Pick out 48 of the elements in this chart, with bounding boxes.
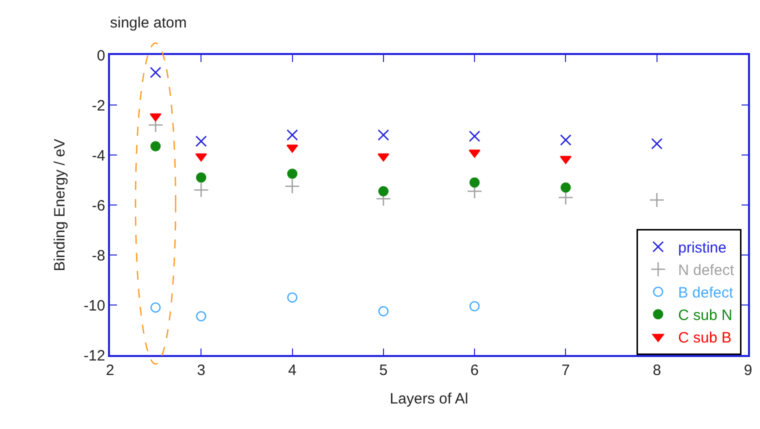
point xyxy=(286,129,298,141)
point xyxy=(150,141,161,152)
x-tick-label: 2 xyxy=(106,362,114,379)
point xyxy=(195,136,207,147)
point xyxy=(378,306,389,316)
x-tick-label: 3 xyxy=(196,362,206,379)
y-tick-label: -8 xyxy=(92,247,106,264)
y-tick-label: -12 xyxy=(84,347,106,364)
chart-title: single atom xyxy=(110,14,187,32)
point xyxy=(651,138,663,150)
point xyxy=(150,113,162,122)
point xyxy=(468,130,480,142)
legend-label: C sub N xyxy=(678,307,732,324)
point xyxy=(193,182,209,198)
point xyxy=(560,182,571,193)
point xyxy=(287,168,298,179)
point xyxy=(469,177,480,188)
y-tick-label: 0 xyxy=(96,47,106,64)
point xyxy=(378,153,390,162)
point xyxy=(560,134,572,146)
x-tick-label: 6 xyxy=(470,362,479,379)
x-tick-label: 9 xyxy=(744,362,752,379)
y-tick-label: -10 xyxy=(84,297,106,314)
legend-label: B defect xyxy=(678,284,734,302)
point xyxy=(378,186,389,196)
x-axis-title: Layers of Al xyxy=(390,390,468,408)
y-tick-label: -2 xyxy=(92,97,106,114)
x-tick-label: 5 xyxy=(379,362,388,379)
point xyxy=(195,153,207,162)
point xyxy=(649,192,665,208)
point xyxy=(284,178,300,194)
y-tick-label: -6 xyxy=(92,197,106,214)
legend-label: C sub B xyxy=(678,330,732,347)
point xyxy=(150,66,162,78)
point xyxy=(196,172,206,183)
x-tick-label: 8 xyxy=(652,362,662,379)
point xyxy=(468,150,480,158)
legend-label: N defect xyxy=(678,262,735,280)
x-tick-label: 7 xyxy=(562,362,570,379)
point xyxy=(150,302,161,313)
point xyxy=(469,301,480,312)
x-tick-label: 4 xyxy=(288,362,296,379)
legend-label: pristine xyxy=(678,240,726,257)
y-axis-title: Binding Energy / eV xyxy=(51,138,68,272)
point xyxy=(378,129,390,141)
y-tick-label: -4 xyxy=(92,147,106,164)
point xyxy=(287,292,298,303)
point xyxy=(196,311,206,322)
